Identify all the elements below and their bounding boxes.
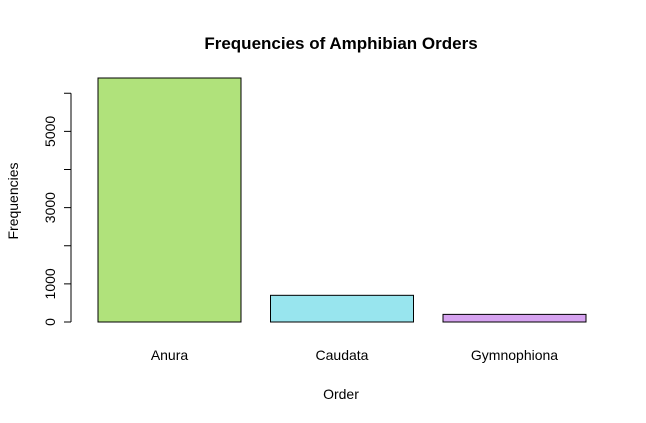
y-tick-label-5000: 5000: [42, 116, 58, 147]
x-tick-label-gymnophiona: Gymnophiona: [471, 347, 558, 363]
x-axis-label: Order: [323, 386, 359, 402]
y-tick-label-0: 0: [42, 318, 58, 326]
chart-title: Frequencies of Amphibian Orders: [204, 34, 477, 53]
x-tick-label-anura: Anura: [151, 347, 189, 363]
bar-caudata: [270, 294, 414, 323]
bar-gymnophiona: [442, 313, 587, 323]
bars-group: [97, 77, 587, 323]
y-axis-label: Frequencies: [5, 162, 21, 239]
x-tick-labels: Anura Caudata Gymnophiona: [151, 347, 558, 363]
x-tick-label-caudata: Caudata: [316, 347, 369, 363]
y-tick-label-1000: 1000: [42, 268, 58, 299]
bar-anura: [97, 77, 242, 323]
y-axis: 0 1000 3000 5000: [42, 92, 72, 326]
y-tick-label-3000: 3000: [42, 192, 58, 223]
